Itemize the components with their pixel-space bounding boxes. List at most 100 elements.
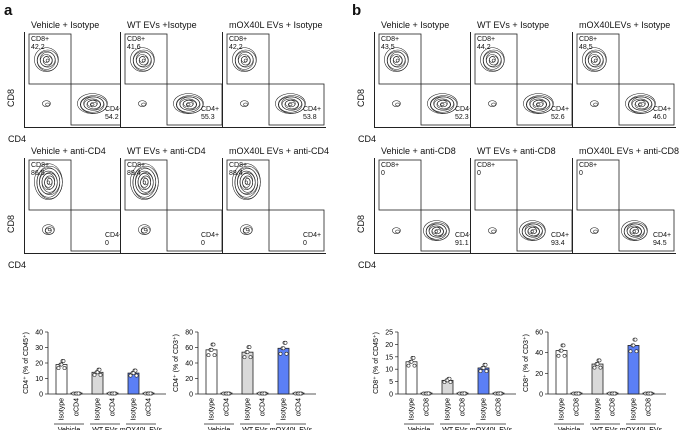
data-point [556, 353, 561, 358]
flow-plot-svg [226, 33, 325, 126]
contour-line [45, 227, 52, 234]
contour-line [387, 51, 406, 70]
flow-plot-title: Vehicle + anti-CD8 [381, 146, 456, 156]
x-tick-label: αCD4 [74, 398, 81, 416]
flow-plot: mOX40L EVs + Isotype CD8+ 42.2 CD4+ 53.8 [222, 20, 326, 128]
cd8-gate-label: CD8+ 0 [477, 162, 495, 178]
cd8-gate-label: CD8+ 41.6 [127, 36, 145, 52]
contour-line [588, 54, 601, 67]
cd4-gate [618, 209, 675, 252]
data-point [59, 362, 64, 367]
data-point [481, 366, 486, 370]
x-tick-label: αCD4 [224, 398, 231, 416]
x-tick-label: Isotype [281, 398, 288, 421]
cd8-gate-label: CD8+ 86.5 [31, 162, 49, 178]
x-axis-label: CD4 [358, 134, 377, 144]
flow-plot: WT EVs + anti-CD4 CD8+ 89.4 CD4+ 0 [120, 146, 224, 254]
contour-line [629, 226, 640, 235]
flow-plot-title: mOX40L EVs + Isotype [229, 20, 323, 30]
contour-line [243, 227, 250, 234]
flow-plot-svg [28, 33, 127, 126]
cd8-gate [226, 33, 270, 85]
cd4-gate-name: CD4+ [105, 106, 124, 113]
flow-plot-svg [226, 159, 325, 252]
cd8-gate-value: 44.2 [477, 44, 491, 51]
cd4-gate-name: CD4+ [653, 106, 672, 113]
flow-plot-svg [474, 33, 573, 126]
cd8-gate-value: 0 [381, 170, 385, 177]
contour-line [138, 224, 151, 235]
contour-line [34, 47, 59, 72]
contour-line [232, 47, 257, 72]
contour-line [238, 54, 251, 67]
data-point [76, 391, 81, 396]
contour-line [433, 98, 452, 111]
cd8-gate-name: CD8+ [127, 36, 146, 43]
contour-line [285, 99, 296, 108]
cd8-gate-name: CD8+ [579, 162, 598, 169]
data-point [281, 346, 286, 351]
bar-chart-svg: 0 20 40 60 Isotype αCD8 Isotype αCD8 Isotype αCD8… [523, 330, 666, 430]
y-axis-title: CD4⁺ (% of CD3⁺) [173, 334, 180, 392]
flow-plot-title: mOX40L EVs + anti-CD8 [579, 146, 679, 156]
y-tick-label: 80 [185, 330, 193, 337]
contour-line [44, 226, 55, 235]
data-point [576, 391, 581, 396]
cd8-gate-name: CD8+ [381, 162, 400, 169]
y-tick-label: 40 [35, 330, 43, 337]
cd8-gate-name: CD8+ [477, 162, 496, 169]
cd4-gate-name: CD4+ [303, 232, 322, 239]
contour-line [437, 99, 448, 108]
y-tick-label: 25 [385, 330, 393, 337]
contour-line [532, 99, 547, 110]
flow-plot: mOX40LEVs + Isotype CD8+ 48.5 CD4+ 46.0 [572, 20, 676, 128]
contour-line [629, 226, 642, 237]
contour-line [527, 226, 538, 235]
contour-line [524, 225, 540, 238]
contour-line [593, 58, 598, 63]
contour-line [243, 102, 248, 107]
bar-chart: 0 20 40 60 80 Isotype αCD4 Isotype αCD4 Isotype αC… [173, 330, 320, 430]
contour-line [626, 223, 645, 238]
x-tick-label: αCD8 [424, 398, 431, 416]
contour-line [585, 51, 604, 70]
contour-line [240, 224, 253, 235]
contour-line [626, 225, 642, 238]
y-tick-label: 10 [35, 376, 43, 383]
data-point [62, 366, 67, 370]
data-point [98, 373, 103, 377]
cd4-gate-value: 0 [303, 240, 307, 247]
contour-line [635, 99, 646, 108]
contour-line [593, 229, 598, 234]
y-axis-title: CD8⁺ (% of CD45⁺) [373, 332, 380, 394]
flow-plot-title: WT EVs + anti-CD8 [477, 146, 556, 156]
data-point [592, 365, 597, 370]
cd4-gate-value: 93.4 [551, 240, 565, 247]
flow-plot: Vehicle + Isotype CD8+ 43.5 CD4+ 52.3 [374, 20, 478, 128]
contour-line [242, 226, 253, 235]
flow-plot: WT EVs + Isotype CD8+ 44.2 CD4+ 52.6 [470, 20, 574, 128]
contour-line [434, 230, 439, 233]
contour-line [136, 54, 149, 67]
cd8-gate-name: CD8+ [579, 36, 598, 43]
contour-line [533, 99, 544, 108]
contour-line [234, 49, 257, 72]
cd8-gate-value: 42.2 [31, 44, 45, 51]
data-point [56, 366, 61, 370]
contour-line [536, 103, 541, 106]
y-tick-label: 5 [389, 379, 393, 386]
data-point [412, 363, 417, 368]
flow-plot-svg [576, 33, 675, 126]
cd4-gate-value: 54.2 [105, 114, 119, 121]
cd4-gate-label: CD4+ 53.8 [303, 106, 321, 122]
data-point [483, 362, 488, 367]
y-tick-label: 10 [385, 367, 393, 374]
panel-letter-b: b [352, 2, 362, 19]
cd8-gate-value: 88.4 [229, 170, 243, 177]
contour-line [185, 102, 194, 107]
y-tick-label: 0 [539, 392, 543, 399]
contour-line [87, 99, 98, 108]
contour-line [243, 58, 248, 63]
x-tick-label: Isotype [409, 398, 416, 421]
cd4-gate-name: CD4+ [201, 232, 220, 239]
